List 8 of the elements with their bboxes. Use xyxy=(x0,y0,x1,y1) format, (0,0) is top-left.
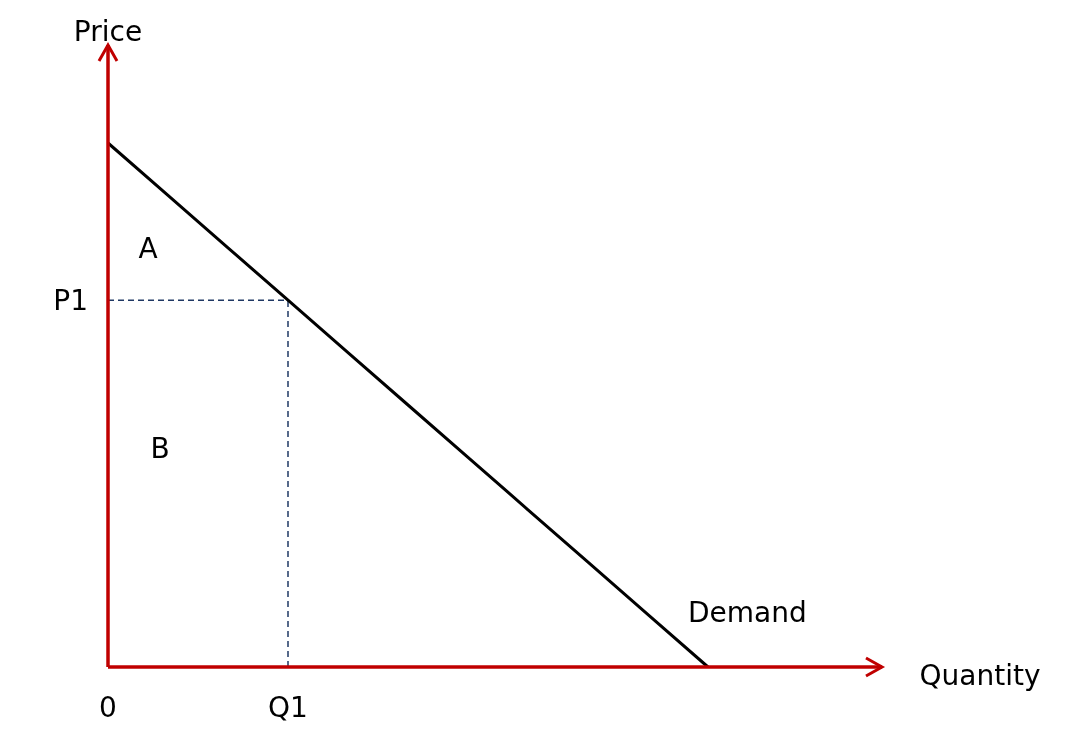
text: Quantity xyxy=(919,659,1041,692)
annotation: B xyxy=(150,432,170,465)
x-tick-label: 0 xyxy=(99,691,117,724)
x-tick-label: Q1 xyxy=(268,691,308,724)
ref-line-label: P1 xyxy=(53,284,88,318)
annotation: A xyxy=(138,232,158,265)
series-label: Demand xyxy=(688,596,807,629)
y-axis-title: Price xyxy=(73,15,143,48)
